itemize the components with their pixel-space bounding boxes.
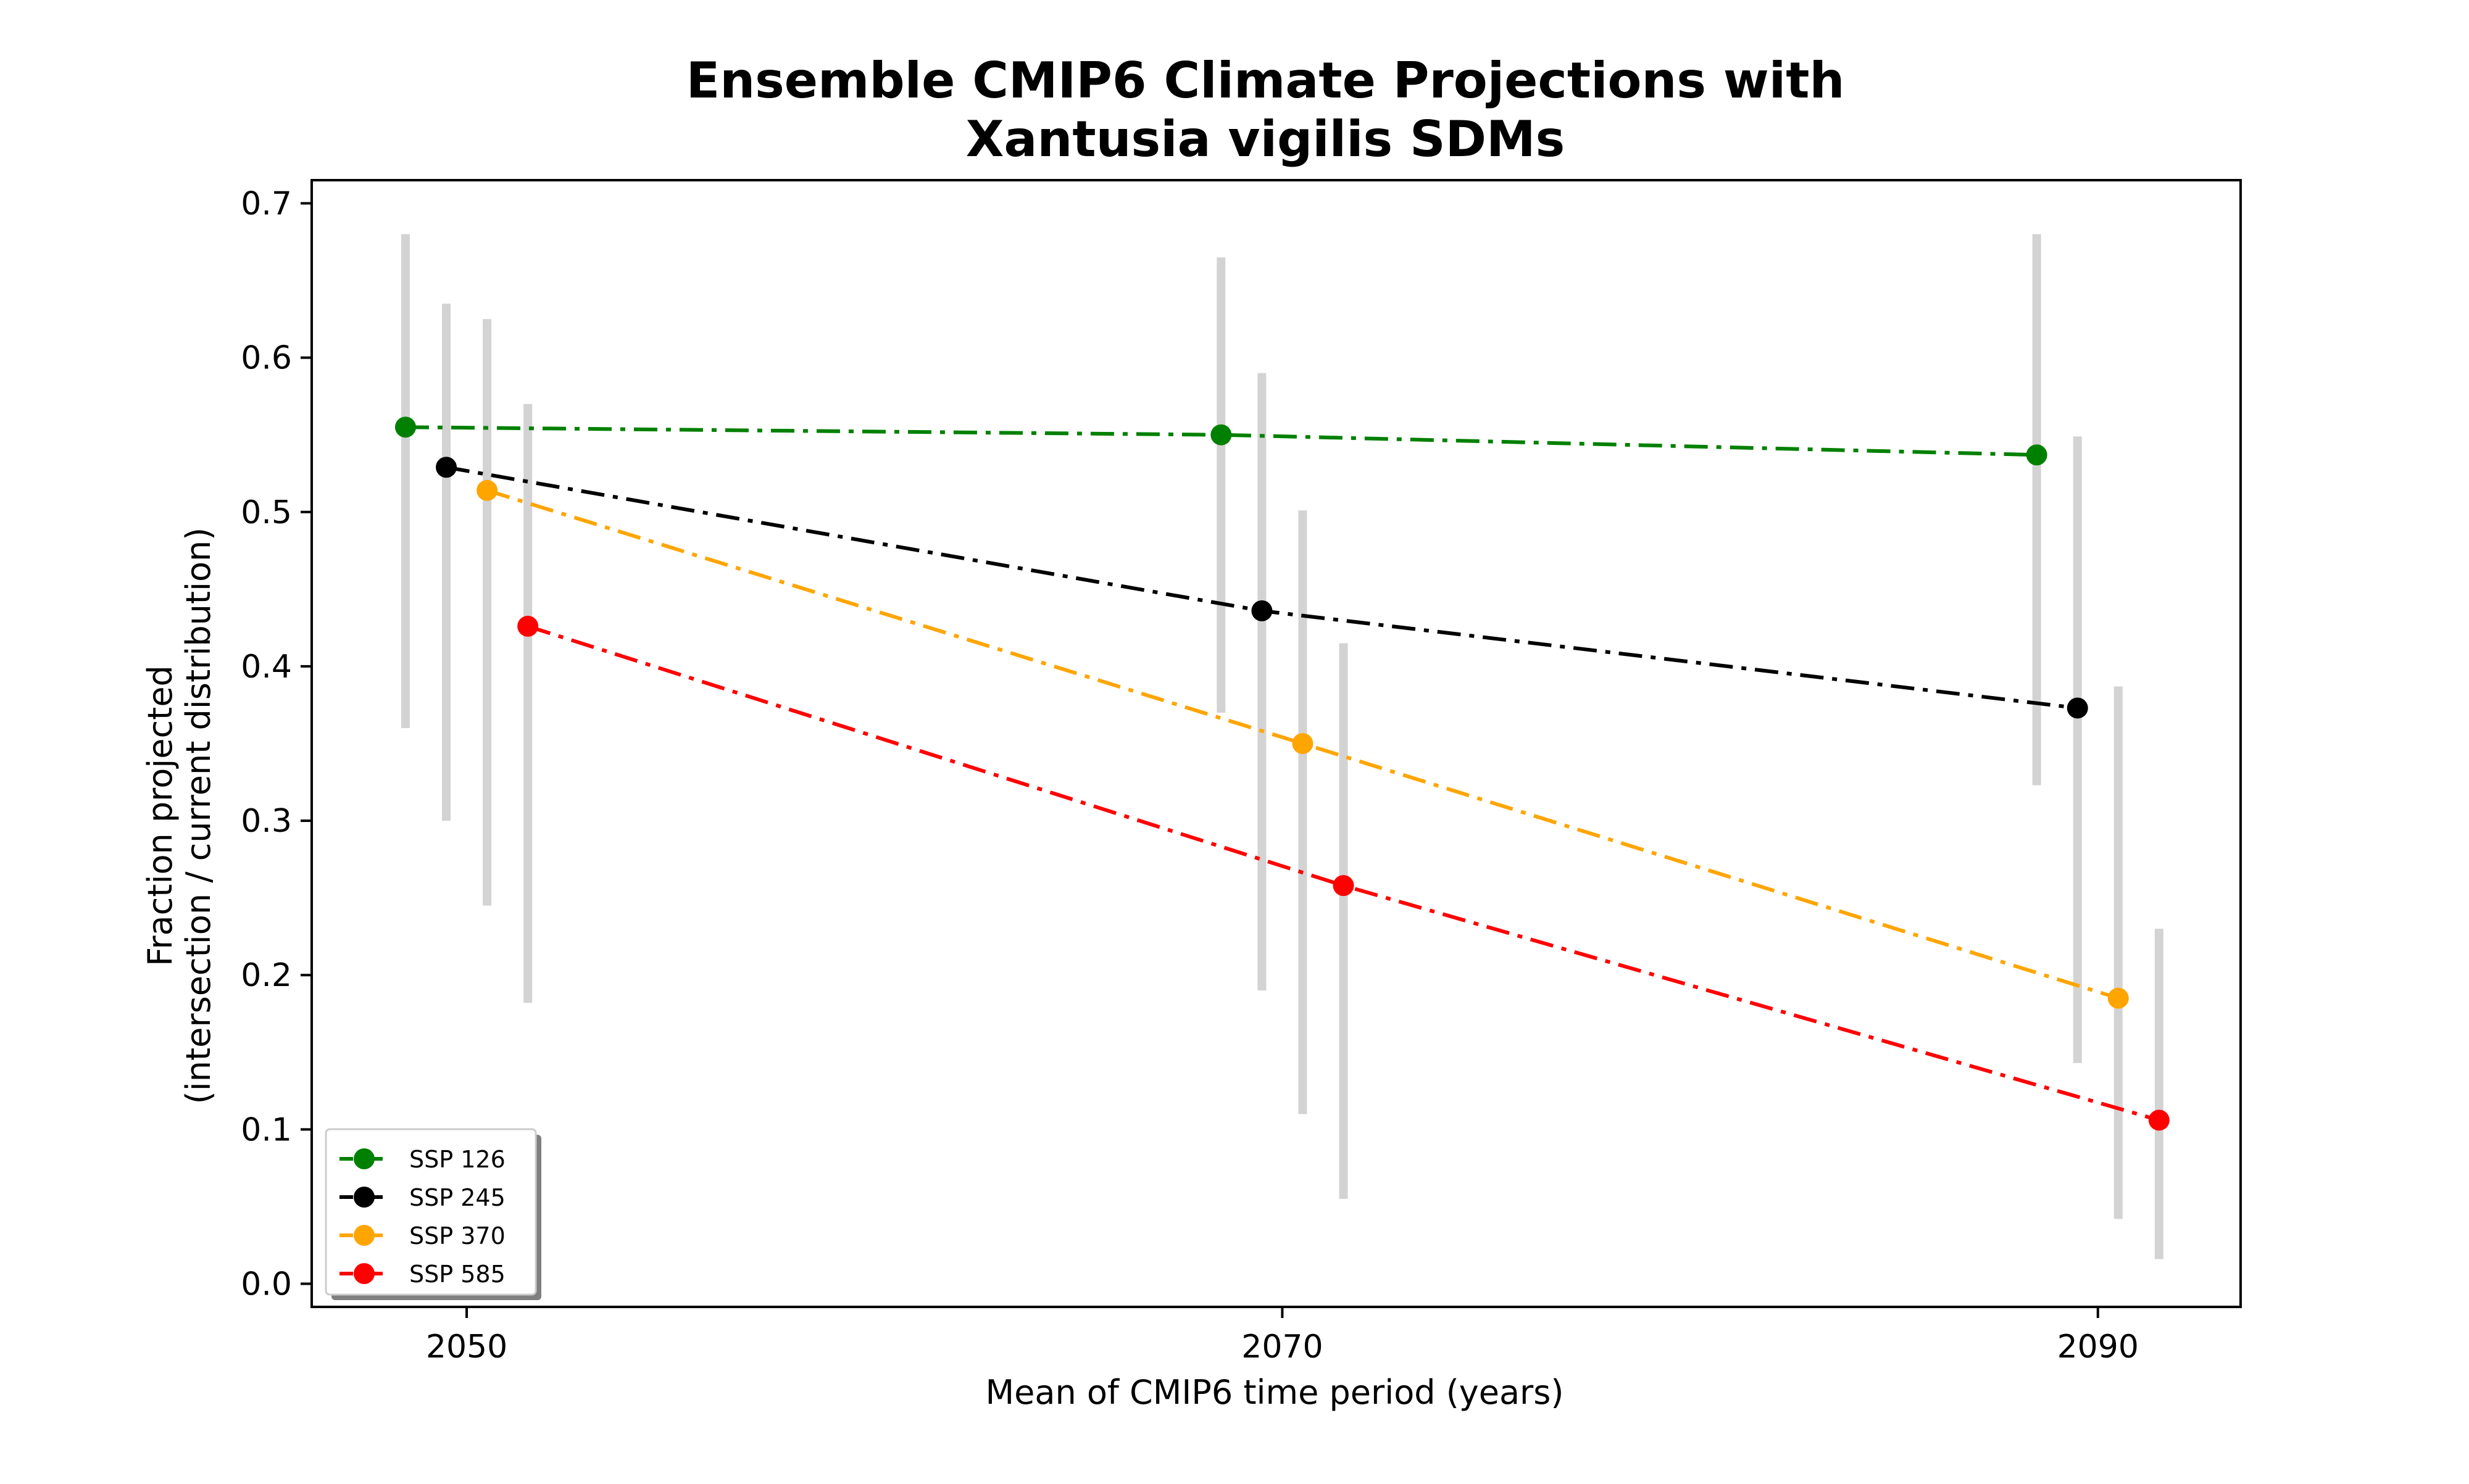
y-tick-label-7: 0.6 [241,340,292,377]
axes-frame [310,179,2242,1308]
data-point-series-3-point-1 [477,479,498,501]
series-line-1 [405,425,2037,457]
y-tick-label-4: 0.3 [241,803,292,840]
data-point-series-1-point-1 [394,417,416,438]
data-point-series-4-point-1 [517,615,539,637]
y-tick-label-8: 0.7 [241,186,292,223]
legend-box [325,1128,537,1296]
legend-label-4: SSP 585 [409,1261,506,1288]
legend-label-2: SSP 245 [409,1184,506,1211]
data-point-series-1-point-3 [2026,444,2047,466]
y-tick-label-1: 0.0 [241,1266,292,1303]
data-point-series-1-point-2 [1210,424,1232,446]
y-axis-label-line-1: Fraction projected [141,665,180,966]
chart-title-line-1: Ensemble CMIP6 Climate Projections with [686,52,1845,109]
x-tick-label-3: 2090 [2057,1329,2139,1366]
legend-marker-2 [354,1187,375,1208]
data-point-series-3-point-2 [1292,733,1314,754]
chart-title-line-2: Xantusia vigilis SDMs [966,110,1565,168]
y-axis-label-group: Fraction projected (intersection / curre… [141,528,218,1105]
data-point-series-2-point-2 [1251,600,1273,621]
x-axis-label: Mean of CMIP6 time period (years) [986,1373,1564,1412]
series-line-3 [486,488,2119,1000]
data-point-series-2-point-1 [436,457,457,478]
x-tick-label-1: 2050 [426,1329,507,1366]
legend-label-3: SSP 370 [409,1222,506,1250]
plot-area: 0.0 0.1 0.2 0.3 0.4 0.5 0.6 0.7 2050 2070 2090 [241,179,2242,1366]
y-tick-label-2: 0.1 [241,1111,292,1148]
x-tick-label-2: 2070 [1241,1329,1323,1366]
data-point-series-2-point-3 [2067,697,2088,719]
data-point-series-3-point-3 [2107,987,2129,1009]
legend-marker-3 [354,1225,375,1246]
legend-marker-1 [354,1148,375,1169]
legend: SSP 126 SSP 245 SSP 370 SSP 585 [325,1128,541,1300]
y-axis-label-line-2: (intersection / current distribution) [179,528,218,1105]
legend-marker-4 [354,1263,375,1284]
data-point-series-4-point-2 [1333,875,1354,897]
data-point-series-4-point-3 [2148,1109,2170,1131]
legend-label-1: SSP 126 [409,1146,506,1173]
y-tick-label-3: 0.2 [241,957,292,994]
y-tick-label-6: 0.5 [241,494,292,531]
y-tick-label-5: 0.4 [241,649,292,686]
